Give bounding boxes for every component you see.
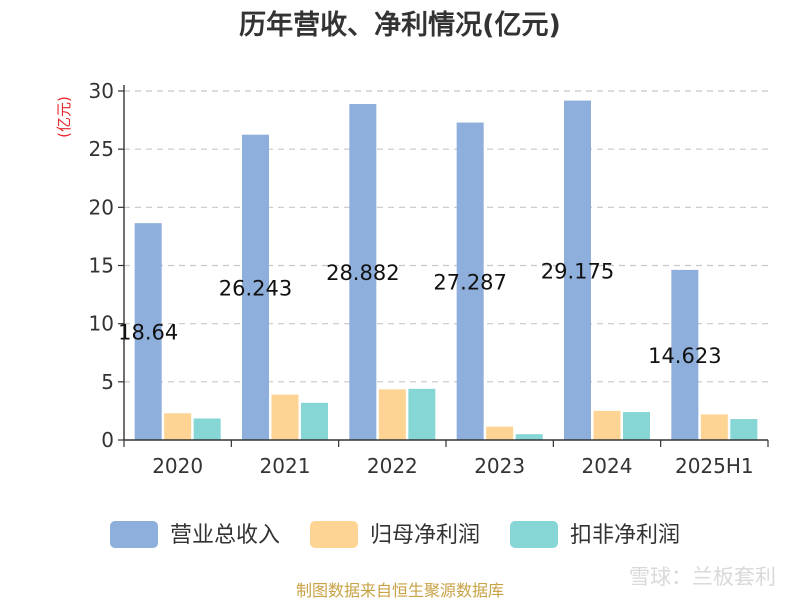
bar-series-3 (515, 434, 543, 440)
chart-title: 历年营收、净利情况(亿元) (239, 9, 561, 41)
x-tick-label: 2023 (474, 454, 525, 478)
bar-series-3 (301, 402, 328, 440)
legend-label: 扣非净利润 (570, 523, 680, 548)
legend-item[interactable]: 扣非净利润 (510, 521, 680, 548)
legend-swatch (110, 521, 158, 548)
data-label: 29.175 (541, 259, 614, 283)
bar-series-3 (193, 418, 221, 440)
x-tick-label: 2020 (152, 454, 203, 478)
data-label: 14.623 (648, 344, 721, 368)
bar-series-1 (242, 134, 269, 441)
data-label: 18.64 (118, 321, 178, 345)
y-tick-label: 25 (89, 137, 114, 161)
bar-series-2 (164, 413, 192, 440)
watermark-text: 雪球：兰板套利 (629, 565, 776, 589)
bar-series-3 (408, 388, 436, 440)
y-tick-label: 0 (101, 428, 114, 452)
data-label: 27.287 (433, 270, 506, 294)
bar-series-1 (134, 223, 162, 440)
bars (134, 100, 758, 441)
x-tick-label: 2022 (367, 454, 418, 478)
axes: 0 5 10 15 20 25 30 2020 2021 2022 2023 2024 2025H1 (89, 79, 769, 478)
bar-series-2 (271, 394, 299, 440)
legend: 营业总收入 归母净利润 扣非净利润 (110, 521, 680, 548)
bar-series-1 (564, 100, 591, 440)
y-unit-label: (亿元) (55, 96, 73, 138)
legend-swatch (510, 521, 558, 548)
grid (124, 90, 768, 383)
bar-series-2 (486, 426, 514, 440)
y-tick-label: 15 (89, 254, 114, 278)
data-label: 26.243 (219, 276, 292, 300)
legend-item[interactable]: 归母净利润 (310, 521, 480, 548)
bar-series-2 (593, 410, 621, 440)
bar-series-1 (349, 104, 377, 440)
bar-series-3 (730, 419, 758, 440)
bar-series-2 (700, 414, 728, 440)
bar-series-2 (378, 389, 406, 440)
x-tick-label: 2025H1 (675, 454, 754, 478)
bar-series-3 (623, 412, 650, 440)
source-note: 制图数据来自恒生聚源数据库 (296, 581, 504, 600)
legend-swatch (310, 521, 358, 548)
legend-item[interactable]: 营业总收入 (110, 521, 280, 548)
legend-label: 归母净利润 (370, 523, 480, 548)
y-tick-label: 30 (89, 79, 114, 103)
y-tick-label: 10 (89, 312, 114, 336)
data-labels: 18.64 26.243 28.882 27.287 29.175 14.623 (118, 259, 721, 368)
bar-series-1 (456, 122, 484, 441)
y-tick-label: 5 (101, 370, 114, 394)
y-tick-label: 20 (89, 195, 114, 219)
x-tick-label: 2024 (582, 454, 633, 478)
legend-label: 营业总收入 (170, 523, 280, 548)
data-label: 28.882 (326, 261, 399, 285)
x-tick-label: 2021 (260, 454, 311, 478)
bar-series-1 (671, 269, 699, 440)
